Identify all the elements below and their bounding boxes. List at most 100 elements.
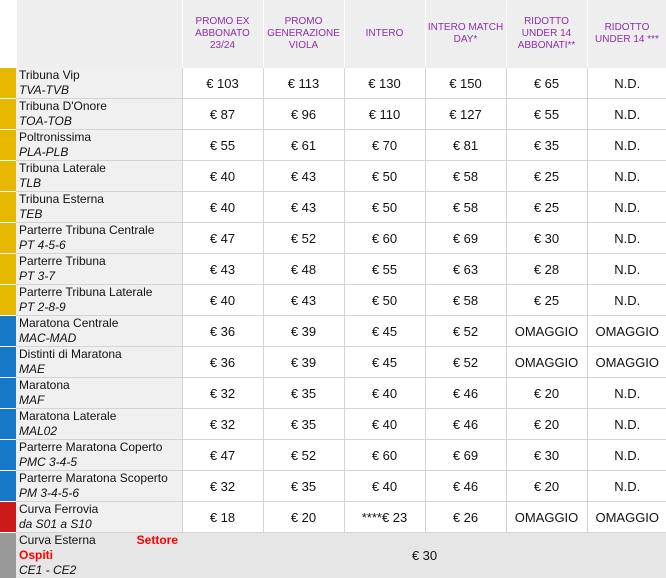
table-row: Parterre Tribuna Centrale PT 4-5-6 € 47 € 5… (0, 222, 666, 254)
price-promo-generazione-viola: € 61 (262, 129, 344, 161)
price-ridotto-under14-abbonati: € 55 (505, 98, 587, 130)
price-promo-ex-abbonato: € 40 (181, 160, 263, 192)
price-intero: € 45 (343, 315, 425, 347)
table-row: Poltronissima PLA-PLB € 55 € 61 € 70 € 81 € 35… (0, 129, 666, 161)
section-code: MAF (19, 393, 45, 407)
section-name: Parterre Maratona Coperto (19, 440, 163, 454)
price-ridotto-under14-abbonati: € 25 (505, 284, 587, 316)
price-intero-match-day: € 46 (424, 377, 506, 409)
section-code: TVA-TVB (19, 83, 70, 97)
price-promo-generazione-viola: € 113 (262, 68, 344, 99)
price-intero: € 55 (343, 253, 425, 285)
section-cell: Distinti di Maratona MAE (16, 346, 182, 378)
section-cell: Tribuna Laterale TLB (16, 160, 182, 192)
section-cell: Parterre Tribuna Centrale PT 4-5-6 (16, 222, 182, 254)
price-intero-match-day: € 63 (424, 253, 506, 285)
section-cell: Parterre Tribuna PT 3-7 (16, 253, 182, 285)
price-promo-generazione-viola: € 20 (262, 501, 344, 533)
section-code: PT 3-7 (19, 269, 56, 283)
table-row: Curva Ferrovia da S01 a S10 € 18 € 20 ****€ … (0, 501, 666, 533)
section-code: MAE (19, 362, 46, 376)
price-promo-ex-abbonato: € 103 (181, 68, 263, 99)
price-intero: € 130 (343, 68, 425, 99)
guest-settore-label: Settore (136, 533, 178, 547)
sector-color-strip (0, 129, 16, 161)
guest-section-cell: Curva Esterna Settore Ospiti CE1 - CE2 (16, 532, 182, 578)
price-intero-match-day: € 150 (424, 68, 506, 99)
table-row: Parterre Tribuna PT 3-7 € 43 € 48 € 55 € 63 € … (0, 253, 666, 285)
table-row: Tribuna Vip TVA-TVB € 103 € 113 € 130 € 150 € … (0, 68, 666, 99)
section-code: TOA-TOB (19, 114, 72, 128)
price-ridotto-under14-abbonati: OMAGGIO (505, 315, 587, 347)
table-row: Tribuna D'Onore TOA-TOB € 87 € 96 € 110 € 127… (0, 98, 666, 130)
price-intero: € 40 (343, 377, 425, 409)
price-promo-generazione-viola: € 35 (262, 470, 344, 502)
sector-color-strip (0, 222, 16, 254)
price-promo-ex-abbonato: € 87 (181, 98, 263, 130)
price-intero-match-day: € 26 (424, 501, 506, 533)
price-promo-ex-abbonato: € 18 (181, 501, 263, 533)
price-intero-match-day: € 58 (424, 284, 506, 316)
price-ridotto-under14: N.D. (586, 284, 666, 316)
price-promo-generazione-viola: € 52 (262, 222, 344, 254)
price-ridotto-under14-abbonati: € 20 (505, 470, 587, 502)
price-ridotto-under14: N.D. (586, 408, 666, 440)
price-ridotto-under14-abbonati: OMAGGIO (505, 346, 587, 378)
price-promo-ex-abbonato: € 36 (181, 315, 263, 347)
header-strip-cell (0, 0, 17, 68)
price-promo-ex-abbonato: € 40 (181, 191, 263, 223)
section-name: Tribuna Esterna (19, 192, 104, 206)
section-code: PLA-PLB (19, 145, 69, 159)
price-intero-match-day: € 81 (424, 129, 506, 161)
price-intero-match-day: € 52 (424, 346, 506, 378)
table-row: Parterre Maratona Coperto PMC 3-4-5 € 47 € … (0, 439, 666, 471)
sector-color-strip (0, 315, 16, 347)
price-ridotto-under14: N.D. (586, 98, 666, 130)
price-intero: € 50 (343, 284, 425, 316)
section-name: Parterre Tribuna Laterale (19, 285, 153, 299)
price-ridotto-under14-abbonati: € 25 (505, 191, 587, 223)
section-cell: Tribuna D'Onore TOA-TOB (16, 98, 182, 130)
price-intero: € 45 (343, 346, 425, 378)
price-intero-match-day: € 58 (424, 160, 506, 192)
section-code: PMC 3-4-5 (19, 455, 78, 469)
sector-color-strip (0, 346, 16, 378)
price-ridotto-under14: N.D. (586, 191, 666, 223)
header-ridotto-under14: RIDOTTO UNDER 14 *** (587, 0, 666, 68)
price-ridotto-under14: N.D. (586, 68, 666, 99)
section-name: Tribuna D'Onore (19, 99, 107, 113)
guest-section-code: CE1 - CE2 (19, 563, 77, 577)
price-intero: € 50 (343, 160, 425, 192)
sector-color-strip (0, 98, 16, 130)
section-code: MAL02 (19, 424, 58, 438)
sector-color-strip (0, 191, 16, 223)
price-ridotto-under14: N.D. (586, 470, 666, 502)
sector-color-strip (0, 377, 16, 409)
price-promo-ex-abbonato: € 32 (181, 408, 263, 440)
price-promo-generazione-viola: € 43 (262, 160, 344, 192)
price-ridotto-under14: OMAGGIO (586, 346, 666, 378)
price-ridotto-under14-abbonati: OMAGGIO (505, 501, 587, 533)
price-intero-match-day: € 69 (424, 439, 506, 471)
price-intero-match-day: € 58 (424, 191, 506, 223)
section-cell: Poltronissima PLA-PLB (16, 129, 182, 161)
price-promo-ex-abbonato: € 40 (181, 284, 263, 316)
sector-color-strip (0, 253, 16, 285)
header-intero-match-day: INTERO MATCH DAY* (425, 0, 507, 68)
price-ridotto-under14-abbonati: € 20 (505, 377, 587, 409)
section-cell: Maratona Centrale MAC-MAD (16, 315, 182, 347)
sector-color-strip (0, 532, 16, 578)
price-ridotto-under14-abbonati: € 28 (505, 253, 587, 285)
guest-section-name: Curva Esterna (19, 533, 96, 547)
header-promo-generazione-viola: PROMO GENERAZIONE VIOLA (263, 0, 345, 68)
section-cell: Tribuna Esterna TEB (16, 191, 182, 223)
sector-color-strip (0, 439, 16, 471)
price-intero: € 70 (343, 129, 425, 161)
section-code: PT 4-5-6 (19, 238, 66, 252)
section-name: Parterre Tribuna Centrale (19, 223, 155, 237)
price-ridotto-under14: N.D. (586, 439, 666, 471)
section-code: da S01 a S10 (19, 517, 92, 531)
price-intero: ****€ 23 (343, 501, 425, 533)
section-name: Distinti di Maratona (19, 347, 122, 361)
